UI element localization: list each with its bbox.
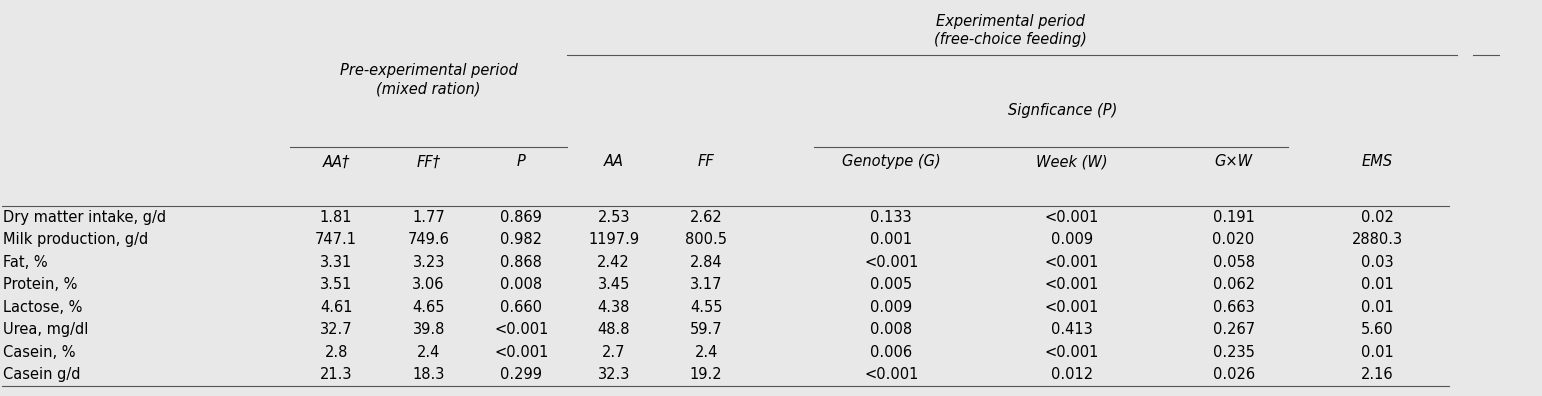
Text: 21.3: 21.3 [319, 367, 353, 383]
Text: 4.55: 4.55 [689, 300, 723, 315]
Text: 3.23: 3.23 [413, 255, 444, 270]
Text: Fat, %: Fat, % [3, 255, 48, 270]
Text: 3.17: 3.17 [689, 277, 723, 292]
Text: 2.62: 2.62 [689, 209, 723, 225]
Text: 2.53: 2.53 [597, 209, 631, 225]
Text: 4.61: 4.61 [319, 300, 353, 315]
Text: 1197.9: 1197.9 [588, 232, 640, 247]
Text: 749.6: 749.6 [407, 232, 450, 247]
Text: 2.8: 2.8 [324, 345, 348, 360]
Text: 0.001: 0.001 [870, 232, 913, 247]
Text: 0.008: 0.008 [500, 277, 543, 292]
Text: AA: AA [604, 154, 623, 169]
Text: Pre-experimental period
(mixed ration): Pre-experimental period (mixed ration) [339, 63, 518, 97]
Text: 0.01: 0.01 [1360, 300, 1394, 315]
Text: 32.3: 32.3 [598, 367, 629, 383]
Text: 2.4: 2.4 [416, 345, 441, 360]
Text: 0.03: 0.03 [1360, 255, 1394, 270]
Text: 0.026: 0.026 [1212, 367, 1255, 383]
Text: 4.38: 4.38 [598, 300, 629, 315]
Text: 2.84: 2.84 [689, 255, 723, 270]
Text: 1.81: 1.81 [319, 209, 353, 225]
Text: <0.001: <0.001 [864, 367, 919, 383]
Text: <0.001: <0.001 [493, 345, 549, 360]
Text: Casein g/d: Casein g/d [3, 367, 80, 383]
Text: 0.267: 0.267 [1212, 322, 1255, 337]
Text: <0.001: <0.001 [1044, 277, 1099, 292]
Text: 5.60: 5.60 [1360, 322, 1394, 337]
Text: <0.001: <0.001 [1044, 209, 1099, 225]
Text: <0.001: <0.001 [493, 322, 549, 337]
Text: 0.062: 0.062 [1212, 277, 1255, 292]
Text: 2.16: 2.16 [1360, 367, 1394, 383]
Text: 19.2: 19.2 [689, 367, 723, 383]
Text: 3.31: 3.31 [321, 255, 352, 270]
Text: 3.51: 3.51 [321, 277, 352, 292]
Text: Genotype (G): Genotype (G) [842, 154, 941, 169]
Text: 0.299: 0.299 [500, 367, 543, 383]
Text: 0.191: 0.191 [1212, 209, 1255, 225]
Text: <0.001: <0.001 [864, 255, 919, 270]
Text: 32.7: 32.7 [319, 322, 353, 337]
Text: Protein, %: Protein, % [3, 277, 77, 292]
Text: EMS: EMS [1362, 154, 1392, 169]
Text: 2.7: 2.7 [601, 345, 626, 360]
Text: 0.869: 0.869 [500, 209, 543, 225]
Text: 800.5: 800.5 [685, 232, 728, 247]
Text: 2.4: 2.4 [694, 345, 719, 360]
Text: 0.006: 0.006 [870, 345, 913, 360]
Text: 0.012: 0.012 [1050, 367, 1093, 383]
Text: Lactose, %: Lactose, % [3, 300, 82, 315]
Text: 0.982: 0.982 [500, 232, 543, 247]
Text: 1.77: 1.77 [412, 209, 446, 225]
Text: <0.001: <0.001 [1044, 255, 1099, 270]
Text: 747.1: 747.1 [315, 232, 358, 247]
Text: 18.3: 18.3 [413, 367, 444, 383]
Text: AA†: AA† [322, 154, 350, 169]
Text: Milk production, g/d: Milk production, g/d [3, 232, 148, 247]
Text: 48.8: 48.8 [597, 322, 631, 337]
Text: 2880.3: 2880.3 [1351, 232, 1403, 247]
Text: 0.005: 0.005 [870, 277, 913, 292]
Text: 4.65: 4.65 [412, 300, 446, 315]
Text: 0.009: 0.009 [870, 300, 913, 315]
Text: 0.058: 0.058 [1212, 255, 1255, 270]
Text: 0.413: 0.413 [1050, 322, 1093, 337]
Text: Signficance (P): Signficance (P) [1008, 103, 1116, 118]
Text: 39.8: 39.8 [413, 322, 444, 337]
Text: P: P [517, 154, 526, 169]
Text: 0.009: 0.009 [1050, 232, 1093, 247]
Text: 59.7: 59.7 [689, 322, 723, 337]
Text: Week (W): Week (W) [1036, 154, 1107, 169]
Text: Experimental period
(free-choice feeding): Experimental period (free-choice feeding… [934, 14, 1087, 48]
Text: Dry matter intake, g/d: Dry matter intake, g/d [3, 209, 167, 225]
Text: <0.001: <0.001 [1044, 345, 1099, 360]
Text: 0.868: 0.868 [500, 255, 543, 270]
Text: <0.001: <0.001 [1044, 300, 1099, 315]
Text: 0.235: 0.235 [1212, 345, 1255, 360]
Text: 0.020: 0.020 [1212, 232, 1255, 247]
Text: G×W: G×W [1215, 154, 1252, 169]
Text: FF†: FF† [416, 154, 441, 169]
Text: 0.01: 0.01 [1360, 345, 1394, 360]
Text: FF: FF [699, 154, 714, 169]
Text: Casein, %: Casein, % [3, 345, 76, 360]
Text: Urea, mg/dl: Urea, mg/dl [3, 322, 88, 337]
Text: 0.133: 0.133 [871, 209, 911, 225]
Text: 3.45: 3.45 [598, 277, 629, 292]
Text: 0.660: 0.660 [500, 300, 543, 315]
Text: 0.01: 0.01 [1360, 277, 1394, 292]
Text: 3.06: 3.06 [412, 277, 446, 292]
Text: 2.42: 2.42 [597, 255, 631, 270]
Text: 0.008: 0.008 [870, 322, 913, 337]
Text: 0.663: 0.663 [1212, 300, 1255, 315]
Text: 0.02: 0.02 [1360, 209, 1394, 225]
